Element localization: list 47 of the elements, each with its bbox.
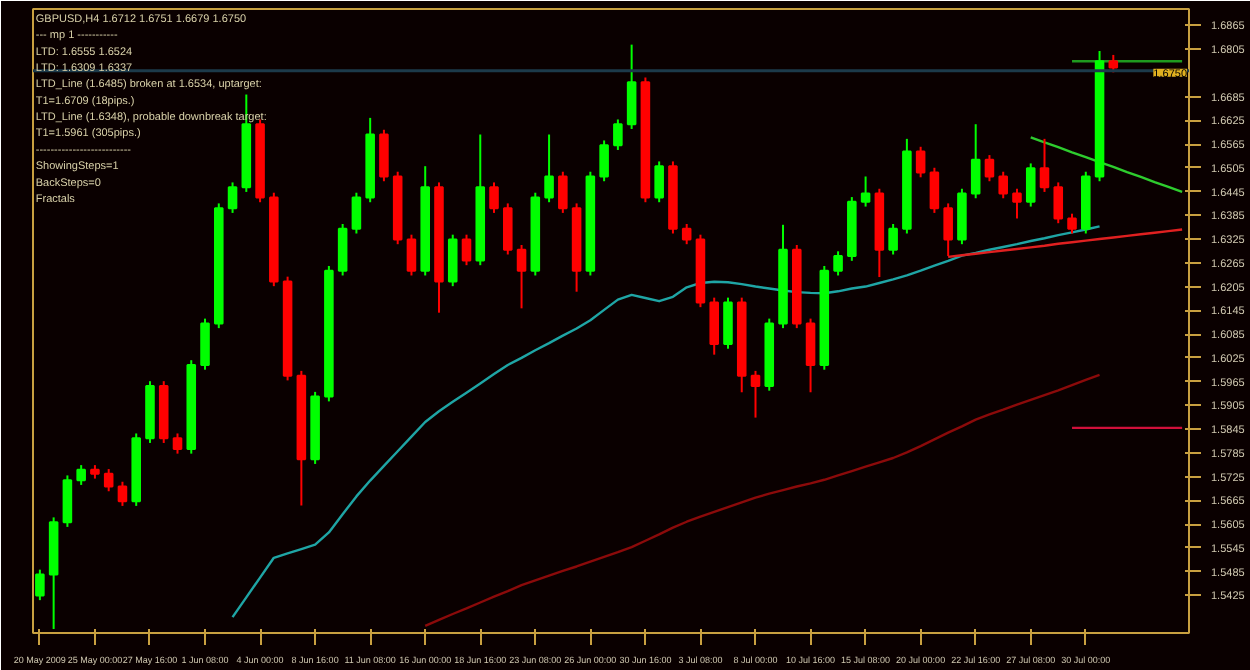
- candlestick: [489, 181, 499, 214]
- candlestick: [626, 43, 637, 130]
- candlestick: [681, 222, 692, 246]
- line-series: [231, 225, 1101, 619]
- candlestick: [1025, 162, 1036, 208]
- candlestick: [998, 170, 1008, 200]
- candlestick: [544, 133, 554, 204]
- candlestick: [351, 191, 362, 235]
- candlestick: [984, 154, 995, 183]
- candlestick: [1067, 212, 1077, 235]
- candlestick: [172, 432, 183, 455]
- candlestick: [599, 139, 609, 183]
- candlestick: [915, 145, 926, 179]
- candlestick: [35, 568, 45, 602]
- candlestick: [558, 170, 568, 214]
- candlestick: [337, 222, 348, 277]
- candlestick: [943, 202, 953, 258]
- candlestick: [833, 250, 843, 277]
- candlestick: [860, 175, 871, 208]
- candlestick: [406, 233, 417, 277]
- candlestick: [957, 187, 967, 246]
- candlestick: [750, 369, 761, 419]
- candlestick: [970, 123, 981, 200]
- candlestick: [613, 118, 623, 151]
- candlestick: [1053, 181, 1064, 225]
- candlestick: [709, 296, 719, 356]
- candlestick: [654, 160, 664, 204]
- candlestick: [516, 243, 527, 310]
- candlestick: [888, 222, 898, 256]
- line-series: [946, 228, 1184, 259]
- line-series: [1029, 136, 1184, 194]
- candlestick: [503, 202, 513, 256]
- candlestick: [929, 166, 940, 214]
- candlestick: [447, 233, 458, 288]
- candlestick: [1039, 137, 1050, 193]
- candlestick: [805, 317, 816, 394]
- candlestick: [200, 317, 210, 371]
- candlestick: [723, 296, 733, 350]
- candlestick: [103, 468, 114, 493]
- candlestick: [1012, 187, 1022, 220]
- line-series: [424, 373, 1101, 628]
- candlestick: [76, 464, 86, 486]
- candlestick: [62, 474, 73, 528]
- candlestick: [461, 233, 472, 267]
- candlestick: [227, 181, 238, 214]
- candlestick: [379, 128, 389, 183]
- candlestick: [117, 480, 128, 507]
